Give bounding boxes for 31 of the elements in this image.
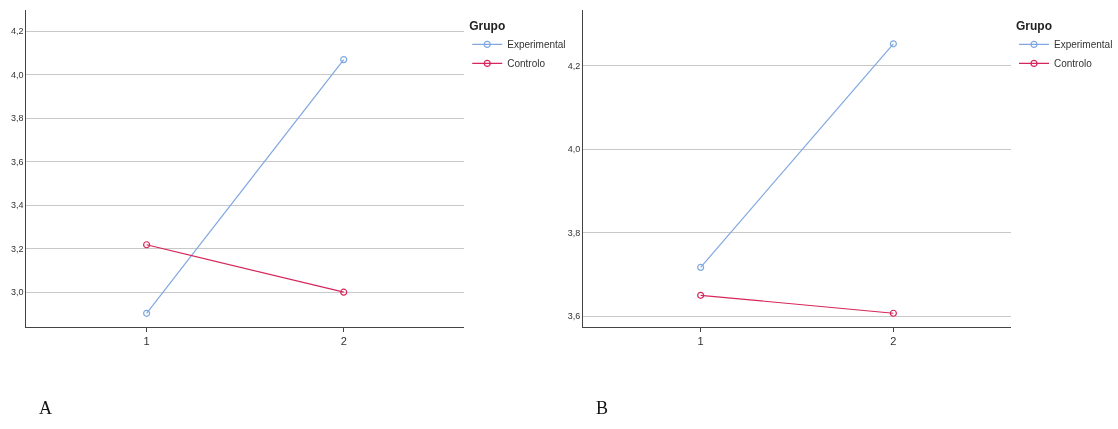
legend-title: Grupo [469, 18, 506, 33]
y-tick-label: 4,0 [567, 144, 581, 155]
y-tick-label: 3,4 [11, 200, 24, 211]
legend-label: Controlo [507, 58, 546, 70]
point [340, 56, 348, 64]
y-tick-label: 3,6 [11, 156, 24, 167]
y-tick-label: 4,2 [567, 61, 581, 72]
text: B [596, 398, 609, 418]
point [143, 309, 151, 317]
point [697, 263, 705, 271]
point [143, 241, 151, 249]
y-tick-label: 3,8 [567, 227, 581, 238]
point [889, 309, 897, 317]
y-tick-label: 3,0 [11, 287, 24, 298]
x-tick-label: 1 [143, 335, 150, 348]
point [340, 288, 348, 296]
x-tick-label: 1 [697, 335, 704, 348]
legend-label: Experimental [507, 39, 566, 51]
y-tick-label: 4,2 [11, 26, 24, 37]
point [697, 291, 705, 299]
y-tick-label: 3,6 [567, 311, 581, 322]
y-tick-label: 3,2 [11, 243, 24, 254]
x-tick-label: 2 [340, 335, 347, 348]
y-tick-label: 3,8 [11, 113, 24, 124]
legend-title: Grupo [1016, 18, 1052, 33]
y-tick-label: 4,0 [11, 69, 24, 80]
text: A [39, 398, 52, 418]
x-tick-label: 2 [890, 335, 897, 348]
legend-label: Controlo [1054, 58, 1093, 70]
legend-label: Experimental [1054, 39, 1113, 51]
point [889, 40, 897, 48]
